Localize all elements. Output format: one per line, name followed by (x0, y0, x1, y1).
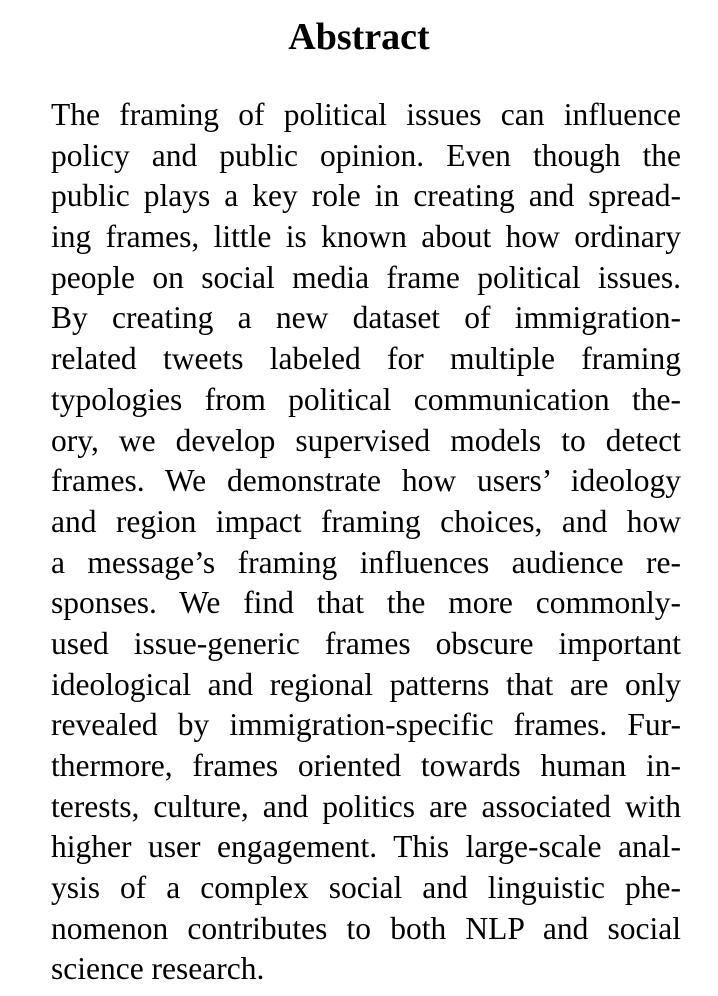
abstract-line: and region impact framing choices, and h… (51, 503, 681, 539)
abstract-line: higher user engagement. This large-scale… (51, 829, 681, 865)
abstract-line: typologies from political communication … (51, 381, 681, 417)
abstract-line: ory, we develop supervised models to det… (51, 422, 681, 458)
abstract-line: ideological and regional patterns that a… (51, 666, 681, 702)
abstract-line: a message’s framing influences audience … (51, 544, 681, 580)
abstract-line: ysis of a complex social and linguistic … (51, 870, 681, 906)
abstract-line: frames. We demonstrate how users’ ideolo… (51, 463, 681, 499)
abstract-line: terests, culture, and politics are assoc… (51, 788, 681, 824)
abstract-line: sponses. We find that the more commonly- (51, 585, 681, 621)
abstract-line: revealed by immigration-specific frames.… (51, 707, 681, 743)
abstract-line: related tweets labeled for multiple fram… (51, 341, 681, 377)
abstract-line: public plays a key role in creating and … (51, 178, 681, 214)
abstract-line: nomenon contributes to both NLP and soci… (51, 910, 681, 946)
abstract-line: By creating a new dataset of immigration… (51, 300, 681, 336)
abstract-line: policy and public opinion. Even though t… (51, 137, 681, 173)
abstract-line: used issue-generic frames obscure import… (51, 625, 681, 661)
abstract-line: thermore, frames oriented towards human … (51, 748, 681, 783)
abstract-heading: Abstract (288, 16, 430, 58)
abstract-line: people on social media frame political i… (51, 259, 681, 295)
abstract-line: ing frames, little is known about how or… (51, 219, 681, 255)
abstract-line: The framing of political issues can infl… (51, 97, 681, 132)
abstract-body: The framing of political issues can infl… (51, 95, 681, 990)
abstract-line-last: science research. (51, 951, 265, 987)
